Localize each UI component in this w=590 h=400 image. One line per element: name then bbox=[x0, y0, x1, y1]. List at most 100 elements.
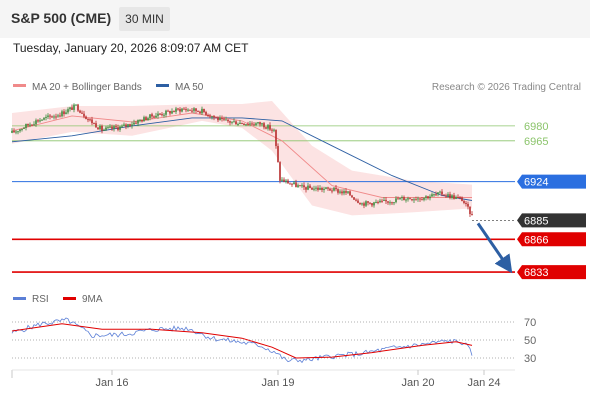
candle-body bbox=[275, 129, 277, 147]
candle-body bbox=[117, 127, 119, 130]
candle-body bbox=[283, 179, 285, 182]
candle-body bbox=[269, 125, 271, 130]
candle-body bbox=[73, 104, 75, 110]
candle-body bbox=[77, 104, 79, 111]
candle-body bbox=[229, 121, 231, 123]
candle-body bbox=[219, 117, 221, 121]
candle-body bbox=[303, 185, 305, 188]
level-label-6980: 6980 bbox=[524, 121, 548, 133]
candle-body bbox=[255, 123, 257, 125]
candle-body bbox=[79, 110, 81, 113]
candle-body bbox=[61, 111, 63, 117]
candle-body bbox=[123, 124, 125, 126]
candle-body bbox=[335, 187, 337, 190]
candle-body bbox=[165, 110, 167, 115]
candle-body bbox=[235, 121, 237, 125]
candle-body bbox=[301, 185, 303, 187]
candle-body bbox=[441, 191, 443, 195]
rsi-level-label-30: 30 bbox=[524, 353, 536, 365]
candle-body bbox=[43, 117, 45, 120]
candle-body bbox=[415, 199, 417, 201]
timeframe-button[interactable]: 30 MIN bbox=[119, 7, 170, 31]
candle-body bbox=[377, 201, 379, 203]
candle-body bbox=[109, 126, 111, 128]
x-tick-label: Jan 16 bbox=[95, 377, 128, 389]
candle-body bbox=[221, 117, 223, 119]
candle-body bbox=[319, 187, 321, 190]
candle-body bbox=[393, 202, 395, 204]
candle-body bbox=[89, 119, 91, 121]
candle-body bbox=[237, 123, 239, 125]
candle-body bbox=[113, 126, 115, 129]
candle-body bbox=[405, 199, 407, 201]
candle-body bbox=[151, 114, 153, 117]
candle-body bbox=[225, 119, 227, 121]
candle-body bbox=[293, 182, 295, 185]
candle-body bbox=[309, 185, 311, 189]
ma20-legend-label: MA 20 + Bollinger Bands bbox=[32, 82, 142, 93]
candle-body bbox=[421, 199, 423, 201]
candle-body bbox=[189, 109, 191, 111]
candle-body bbox=[427, 196, 429, 199]
candle-body bbox=[59, 115, 61, 117]
candle-body bbox=[167, 110, 169, 112]
candle-body bbox=[261, 123, 263, 125]
candle-body bbox=[431, 194, 433, 197]
level-label-6833: 6833 bbox=[524, 267, 548, 279]
candle-body bbox=[471, 214, 473, 216]
source-credit: Research © 2026 Trading Central bbox=[432, 82, 581, 93]
candle-body bbox=[163, 114, 165, 116]
candle-body bbox=[279, 162, 281, 181]
candle-body bbox=[29, 124, 31, 126]
forecast-arrow bbox=[476, 222, 513, 274]
candle-body bbox=[91, 119, 93, 124]
level-tag-6833 bbox=[517, 265, 586, 280]
candle-body bbox=[329, 188, 331, 191]
candle-body bbox=[435, 194, 437, 196]
candle-body bbox=[247, 124, 249, 126]
candle-body bbox=[211, 116, 213, 118]
bollinger-band bbox=[12, 101, 472, 216]
candle-body bbox=[401, 197, 403, 199]
candle-body bbox=[21, 128, 23, 130]
candle-body bbox=[227, 119, 229, 122]
candle-body bbox=[179, 109, 181, 112]
candle-body bbox=[403, 197, 405, 201]
candle-body bbox=[447, 194, 449, 196]
candle-body bbox=[57, 115, 59, 117]
candle-body bbox=[173, 111, 175, 113]
candle-body bbox=[291, 183, 293, 185]
candle-body bbox=[323, 188, 325, 190]
candle-body bbox=[153, 116, 155, 118]
candle-body bbox=[351, 195, 353, 198]
chart-datetime: Tuesday, January 20, 2026 8:09:07 AM CET bbox=[13, 41, 249, 55]
candle-body bbox=[39, 120, 41, 122]
candle-body bbox=[147, 118, 149, 121]
candle-body bbox=[345, 191, 347, 193]
candle-body bbox=[127, 124, 129, 127]
candle-body bbox=[391, 202, 393, 204]
candle-body bbox=[317, 187, 319, 190]
candle-body bbox=[257, 122, 259, 124]
candle-body bbox=[135, 122, 137, 124]
candle-body bbox=[115, 126, 117, 128]
candle-body bbox=[289, 183, 291, 185]
candle-body bbox=[287, 180, 289, 184]
candle-body bbox=[425, 196, 427, 198]
candle-body bbox=[95, 123, 97, 128]
candle-body bbox=[71, 107, 73, 110]
candle-body bbox=[375, 201, 377, 203]
candle-body bbox=[381, 200, 383, 202]
level-tag-6866 bbox=[517, 232, 586, 247]
candle-body bbox=[171, 111, 173, 114]
rsi-level-label-50: 50 bbox=[524, 335, 536, 347]
candle-body bbox=[423, 197, 425, 200]
candle-body bbox=[35, 120, 37, 125]
candle-body bbox=[223, 118, 225, 120]
candle-body bbox=[169, 110, 171, 114]
candle-body bbox=[107, 127, 109, 129]
ma50-legend-swatch bbox=[156, 84, 169, 87]
rsi-line bbox=[11, 317, 473, 364]
candle-body bbox=[177, 108, 179, 110]
